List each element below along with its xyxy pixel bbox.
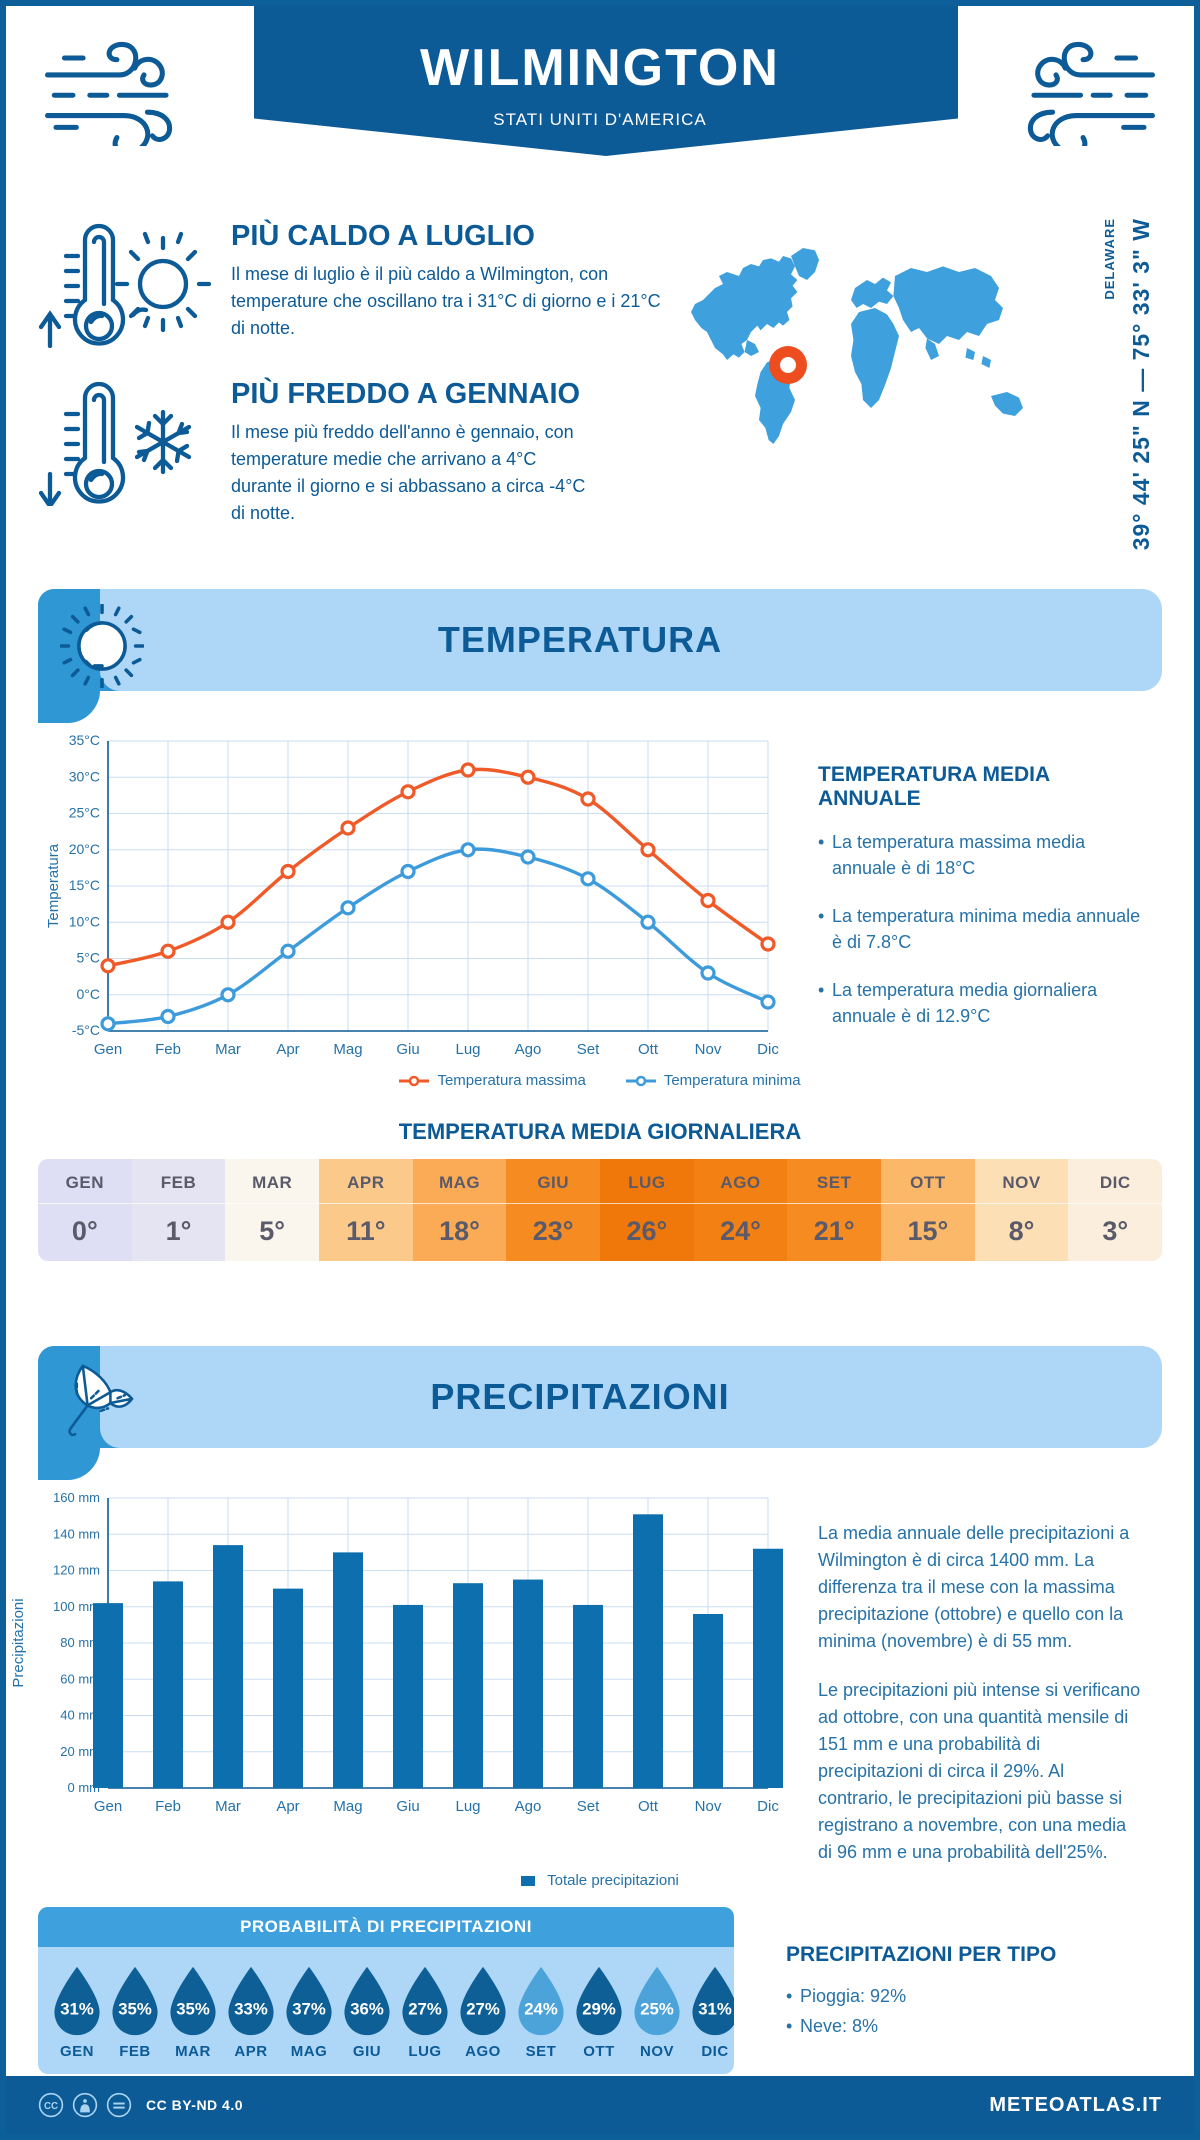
svg-text:Apr: Apr — [276, 1041, 299, 1058]
svg-text:Apr: Apr — [276, 1798, 299, 1815]
svg-text:CC: CC — [44, 2101, 58, 2112]
svg-text:Set: Set — [577, 1041, 600, 1058]
svg-text:27%: 27% — [408, 2000, 442, 2019]
svg-text:100 mm: 100 mm — [53, 1599, 100, 1614]
svg-text:Lug: Lug — [455, 1041, 480, 1058]
svg-text:25°C: 25°C — [69, 805, 100, 821]
svg-text:Nov: Nov — [695, 1798, 722, 1815]
svg-text:Giu: Giu — [396, 1798, 419, 1815]
svg-text:35°C: 35°C — [69, 732, 100, 748]
svg-text:Feb: Feb — [155, 1041, 181, 1058]
svg-text:Dic: Dic — [757, 1041, 779, 1058]
svg-text:Ott: Ott — [638, 1798, 659, 1815]
svg-text:31%: 31% — [698, 2000, 732, 2019]
svg-text:33%: 33% — [234, 2000, 268, 2019]
svg-text:Dic: Dic — [757, 1798, 779, 1815]
svg-text:30°C: 30°C — [69, 768, 100, 784]
svg-text:20°C: 20°C — [69, 841, 100, 857]
svg-text:Mag: Mag — [333, 1041, 362, 1058]
svg-text:140 mm: 140 mm — [53, 1526, 100, 1541]
svg-text:120 mm: 120 mm — [53, 1563, 100, 1578]
svg-text:-5°C: -5°C — [72, 1022, 100, 1038]
svg-text:160 mm: 160 mm — [53, 1490, 100, 1505]
svg-text:Mar: Mar — [215, 1798, 241, 1815]
svg-text:Mag: Mag — [333, 1798, 362, 1815]
svg-text:0°C: 0°C — [77, 986, 101, 1002]
svg-text:31%: 31% — [60, 2000, 94, 2019]
svg-text:15°C: 15°C — [69, 877, 100, 893]
svg-text:29%: 29% — [582, 2000, 616, 2019]
svg-text:37%: 37% — [292, 2000, 326, 2019]
svg-text:35%: 35% — [118, 2000, 152, 2019]
svg-text:Ago: Ago — [515, 1041, 542, 1058]
svg-text:Giu: Giu — [396, 1041, 419, 1058]
svg-text:10°C: 10°C — [69, 913, 100, 929]
svg-text:27%: 27% — [466, 2000, 500, 2019]
svg-text:Gen: Gen — [94, 1041, 122, 1058]
svg-text:Lug: Lug — [455, 1798, 480, 1815]
svg-text:Precipitazioni: Precipitazioni — [10, 1598, 27, 1687]
svg-text:Set: Set — [577, 1798, 600, 1815]
svg-text:Ott: Ott — [638, 1041, 659, 1058]
svg-text:Gen: Gen — [94, 1798, 122, 1815]
svg-text:5°C: 5°C — [77, 950, 101, 966]
svg-text:Temperatura: Temperatura — [45, 843, 62, 928]
svg-text:36%: 36% — [350, 2000, 384, 2019]
svg-text:Ago: Ago — [515, 1798, 542, 1815]
svg-text:35%: 35% — [176, 2000, 210, 2019]
svg-text:Feb: Feb — [155, 1798, 181, 1815]
svg-text:25%: 25% — [640, 2000, 674, 2019]
svg-text:Nov: Nov — [695, 1041, 722, 1058]
svg-text:Mar: Mar — [215, 1041, 241, 1058]
svg-text:24%: 24% — [524, 2000, 558, 2019]
